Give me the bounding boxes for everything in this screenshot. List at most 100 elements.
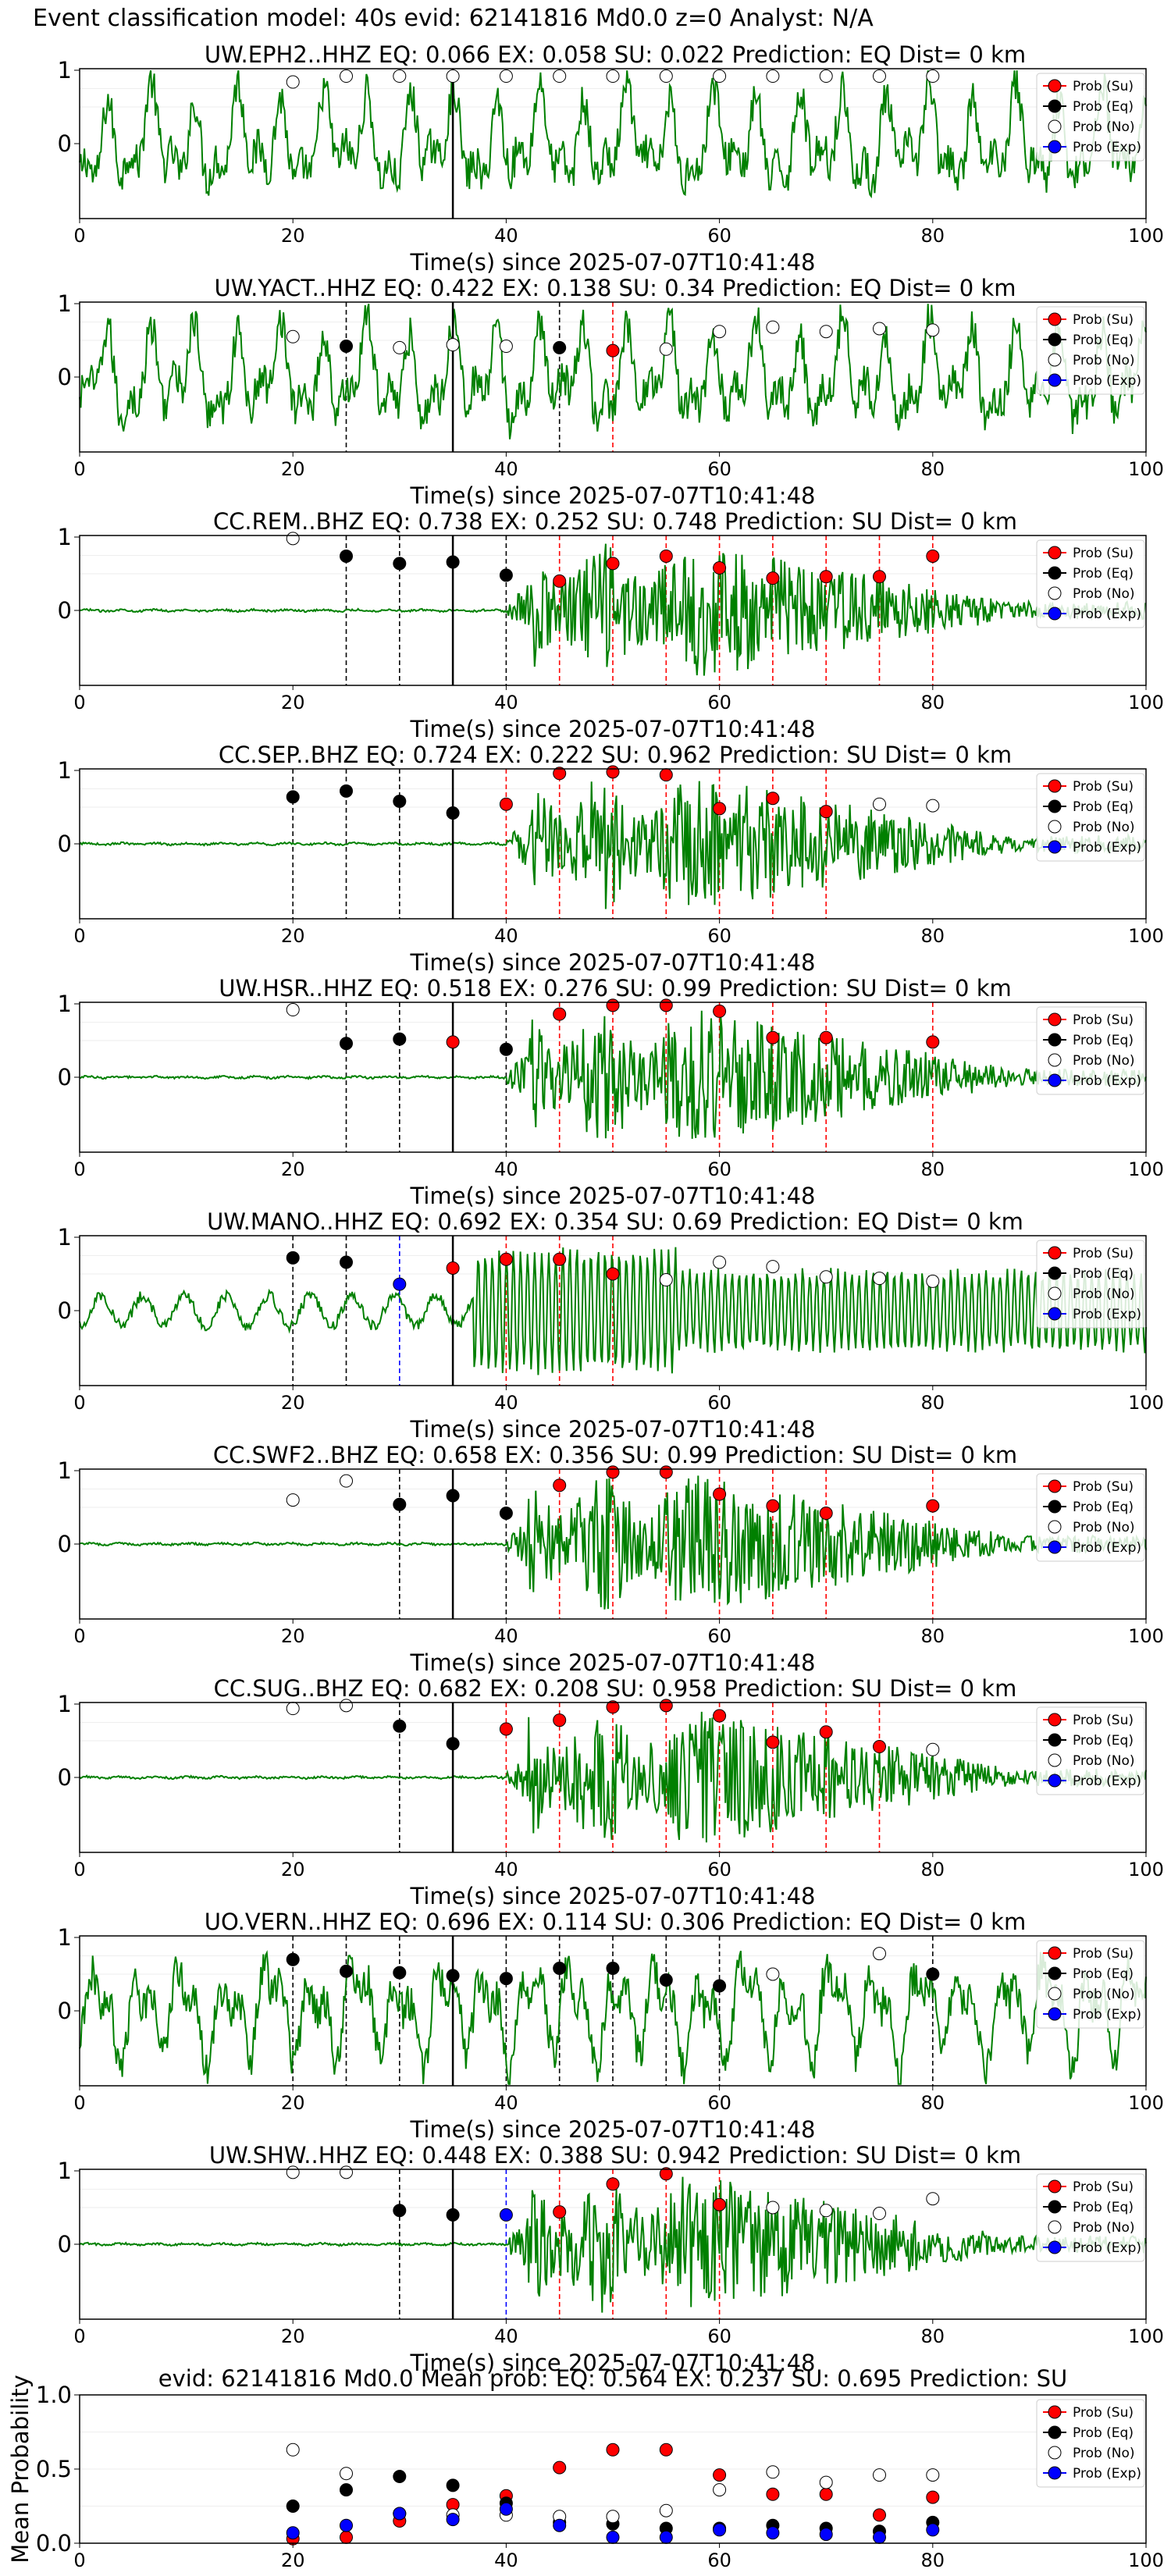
x-tick-label: 40: [494, 692, 518, 713]
legend-marker: [1048, 2405, 1062, 2419]
x-tick-label: 60: [707, 2325, 731, 2347]
prob-marker-su: [659, 2167, 673, 2181]
legend-marker: [1048, 312, 1062, 326]
x-tick-label: 60: [707, 925, 731, 947]
prob-marker-no: [286, 532, 300, 546]
prob-marker-su: [606, 557, 620, 571]
prob-marker-no: [926, 69, 940, 84]
prob-marker-su: [766, 571, 780, 585]
mean-prob-point-su: [606, 2443, 620, 2457]
x-tick-label: 40: [494, 1158, 518, 1180]
mean-prob-point-exp: [553, 2518, 567, 2532]
mean-prob-point-no: [659, 2503, 673, 2517]
legend-label: Prob (Su): [1073, 1946, 1134, 1962]
prob-marker-no: [286, 75, 300, 89]
x-tick-label: 20: [281, 1158, 305, 1180]
prob-marker-su: [446, 1035, 460, 1049]
x-tick-label: 0: [73, 1158, 85, 1180]
prob-marker-su: [553, 574, 567, 588]
prob-marker-no: [499, 340, 513, 354]
legend: Prob (Su) Prob (Eq) Prob (No) Prob (Exp): [1036, 1473, 1145, 1562]
legend-marker: [1048, 586, 1062, 600]
mean-prob-point-no: [873, 2468, 886, 2482]
legend-marker: [1048, 1946, 1062, 1960]
x-tick-label: 100: [1128, 225, 1164, 247]
x-tick-label: 20: [281, 2325, 305, 2347]
prob-marker-eq: [499, 1042, 513, 1056]
legend-label: Prob (Exp): [1073, 1307, 1141, 1322]
prob-marker-su: [499, 797, 513, 811]
legend-marker: [1048, 2446, 1062, 2460]
legend: Prob (Su) Prob (Eq) Prob (No) Prob (Exp): [1036, 2173, 1145, 2262]
prob-marker-su: [766, 1499, 780, 1513]
prob-marker-su: [606, 343, 620, 358]
legend-box: [1036, 1706, 1145, 1795]
prob-marker-no: [873, 69, 886, 84]
legend-marker: [1048, 1479, 1062, 1493]
legend-marker: [1048, 799, 1062, 813]
x-tick-label: 80: [921, 925, 945, 947]
waveform-trace: [79, 1711, 1147, 1843]
x-tick-label: 60: [707, 225, 731, 247]
mean-panel-title: evid: 62141816 Md0.0 Mean prob: EQ: 0.56…: [158, 2365, 1067, 2392]
prob-marker-no: [819, 325, 833, 339]
mean-prob-point-exp: [340, 2518, 353, 2532]
prob-marker-eq: [446, 1489, 460, 1503]
prob-marker-su: [873, 570, 886, 584]
y-tick-label: 0: [58, 364, 72, 390]
mean-prob-point-su: [713, 2468, 727, 2482]
prob-marker-no: [446, 69, 460, 84]
x-tick-label: 0: [73, 692, 85, 713]
legend-label: Prob (Su): [1073, 779, 1134, 795]
legend-label: Prob (Su): [1073, 546, 1134, 561]
prob-marker-su: [819, 570, 833, 584]
panel-uo-vern--hhz: UO.VERN..HHZ EQ: 0.696 EX: 0.114 SU: 0.3…: [80, 1909, 1146, 1975]
x-axis-label: Time(s) since 2025-07-07T10:41:48: [410, 1183, 816, 1209]
legend-box: [1036, 773, 1145, 862]
mean-prob-point-exp: [499, 2502, 513, 2516]
waveform-trace: [79, 1949, 1147, 2085]
legend-label: Prob (Eq): [1073, 99, 1134, 115]
legend-marker: [1048, 779, 1062, 793]
legend-label: Prob (Eq): [1073, 566, 1134, 582]
legend-label: Prob (Eq): [1073, 2425, 1134, 2441]
legend-label: Prob (No): [1073, 820, 1135, 835]
legend-box: [1036, 1240, 1145, 1329]
panel-cc-sug--bhz: CC.SUG..BHZ EQ: 0.682 EX: 0.208 SU: 0.95…: [80, 1675, 1146, 1742]
prob-marker-no: [766, 1260, 780, 1274]
legend-label: Prob (Su): [1073, 1246, 1134, 1261]
prob-marker-no: [286, 1003, 300, 1017]
prob-marker-no: [286, 1493, 300, 1507]
legend-label: Prob (Eq): [1073, 799, 1134, 815]
mean-prob-point-su: [819, 2487, 833, 2501]
mean-prob-point-no: [819, 2475, 833, 2489]
x-tick-label: 80: [921, 1625, 945, 1647]
legend-marker: [1048, 1246, 1062, 1260]
waveform-trace: [79, 2176, 1147, 2313]
x-tick-label: 80: [921, 1392, 945, 1414]
x-tick-label: 0: [73, 1392, 85, 1414]
prob-marker-no: [766, 1967, 780, 1981]
legend-marker: [1048, 1713, 1062, 1727]
panel-title: CC.SWF2..BHZ EQ: 0.658 EX: 0.356 SU: 0.9…: [213, 1442, 1017, 1468]
prob-marker-eq: [499, 1972, 513, 1986]
mean-prob-point-su: [926, 2490, 940, 2504]
waveform-trace: [79, 303, 1147, 439]
y-tick-label: 0: [58, 831, 72, 857]
legend-label: Prob (Eq): [1073, 1733, 1134, 1749]
prob-marker-no: [873, 2207, 886, 2221]
x-tick-label: 20: [281, 1625, 305, 1647]
legend-label: Prob (Exp): [1073, 840, 1141, 856]
prob-marker-no: [393, 340, 407, 354]
prob-marker-no: [873, 1947, 886, 1961]
legend-label: Prob (Exp): [1073, 607, 1141, 622]
legend-label: Prob (No): [1073, 2446, 1135, 2461]
legend-marker: [1048, 79, 1062, 93]
prob-marker-eq: [446, 555, 460, 569]
waveform-trace: [79, 69, 1147, 199]
legend-marker: [1048, 2007, 1062, 2021]
x-tick-label: 40: [494, 1392, 518, 1414]
prob-marker-su: [713, 560, 727, 575]
y-tick-label: 1: [58, 290, 72, 317]
